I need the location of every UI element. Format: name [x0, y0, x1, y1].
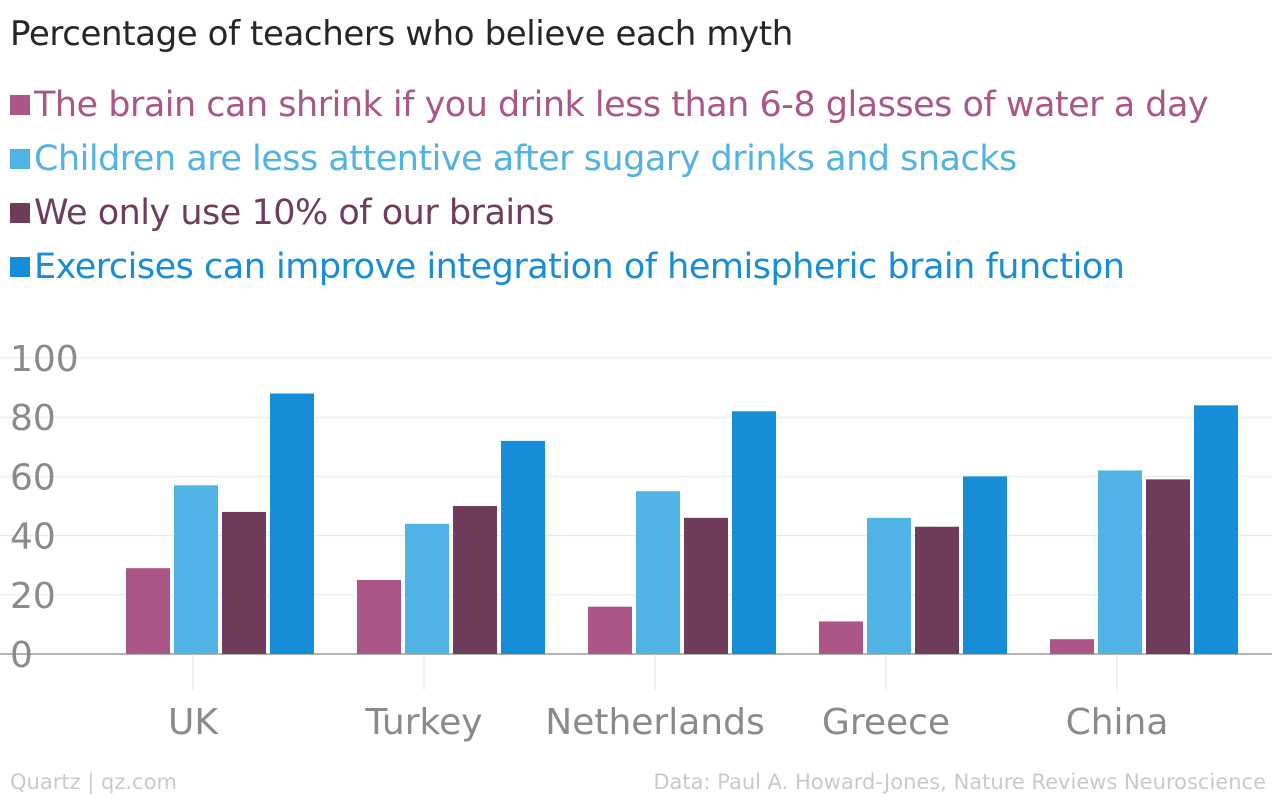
legend-label-exercises: Exercises can improve integration of hem… [34, 247, 1125, 287]
bar [270, 393, 314, 654]
bar [588, 606, 632, 654]
y-tick-label: 60 [10, 457, 56, 498]
bar [684, 517, 728, 654]
x-tick-label: Greece [822, 702, 950, 743]
bar [819, 621, 863, 654]
bar [453, 506, 497, 654]
bar [222, 511, 266, 654]
legend-swatch-sugar [10, 149, 30, 169]
bar [1098, 470, 1142, 654]
footer-credit: Quartz | qz.com [10, 770, 177, 794]
bar [963, 476, 1007, 654]
y-tick-label: 80 [10, 398, 56, 439]
legend-item-sugar: Children are less attentive after sugary… [10, 132, 1208, 186]
bar [1050, 639, 1094, 654]
x-tick-label: UK [168, 702, 219, 743]
x-tick-label: Netherlands [545, 702, 764, 743]
bar [915, 526, 959, 654]
legend-item-water: The brain can shrink if you drink less t… [10, 78, 1209, 132]
bar [174, 485, 218, 654]
chart-title: Percentage of teachers who believe each … [10, 14, 793, 54]
footer-source: Data: Paul A. Howard-Jones, Nature Revie… [653, 770, 1266, 794]
legend-item-exercises: Exercises can improve integration of hem… [10, 240, 1208, 294]
y-tick-label: 40 [10, 517, 56, 558]
legend-label-water: The brain can shrink if you drink less t… [34, 85, 1209, 125]
bar [1194, 405, 1238, 654]
y-tick-label: 20 [10, 576, 56, 617]
legend-swatch-ten-percent [10, 203, 30, 223]
x-tick-label: China [1066, 702, 1169, 743]
legend-label-sugar: Children are less attentive after sugary… [34, 139, 1017, 179]
bar [126, 568, 170, 654]
bar [357, 580, 401, 654]
chart-legend: The brain can shrink if you drink less t… [10, 78, 1209, 294]
bar [867, 517, 911, 654]
bar [405, 523, 449, 654]
bar [732, 411, 776, 654]
legend-swatch-water [10, 95, 30, 115]
y-tick-label: 0 [10, 635, 33, 676]
bar [636, 491, 680, 654]
legend-item-ten-percent: We only use 10% of our brains [10, 186, 1208, 240]
x-tick-label: Turkey [364, 702, 482, 743]
legend-swatch-exercises [10, 257, 30, 277]
bar [501, 440, 545, 654]
legend-label-ten-percent: We only use 10% of our brains [34, 193, 555, 233]
bar-chart: 0 20 40 60 80 100 UK Turkey Netherlands Greece Chi… [0, 339, 1272, 743]
bar [1146, 479, 1190, 654]
y-tick-label: 100 [10, 339, 79, 380]
